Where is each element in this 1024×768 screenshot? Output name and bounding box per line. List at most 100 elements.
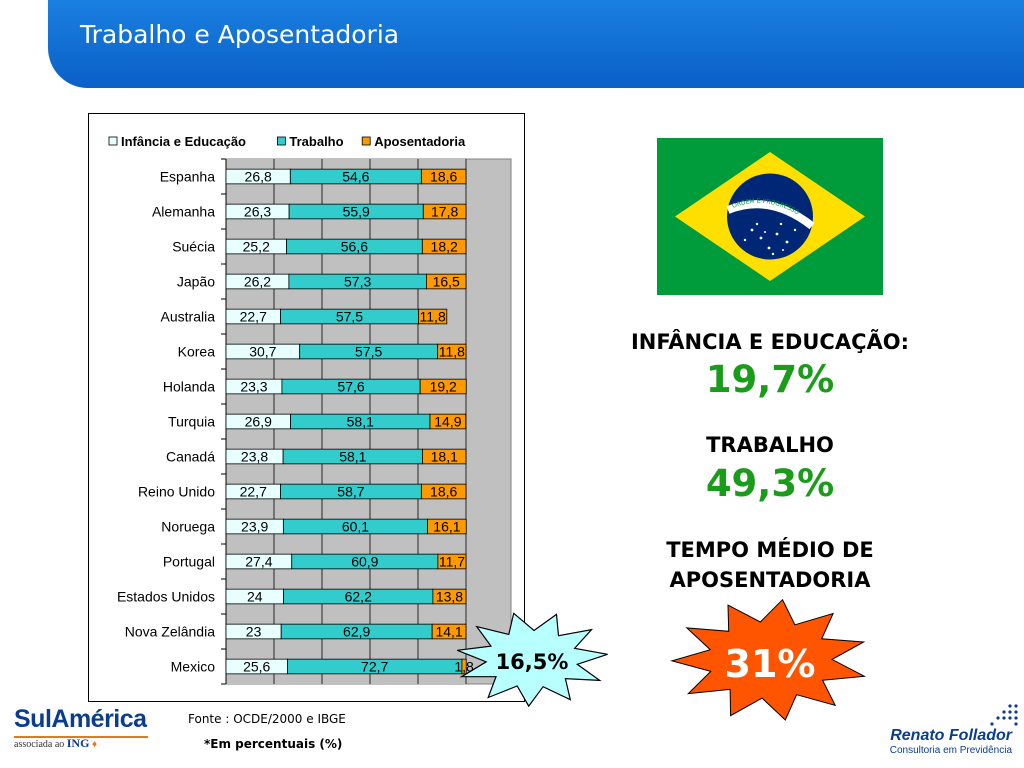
ing-label: ING [66,736,90,750]
category-label: Australia [161,309,216,325]
data-label: 24 [247,589,263,605]
infancia-label: INFÂNCIA E EDUCAÇÃO: [630,330,909,354]
category-label: Japão [177,274,215,290]
data-label: 16,1 [433,519,460,535]
legend-swatch [361,136,371,146]
data-label: 26,9 [245,414,272,430]
infancia-value: 19,7% [705,358,835,401]
data-label: 18,6 [430,169,457,185]
data-label: 62,2 [345,589,372,605]
bar-segment [425,273,467,290]
data-label: 1,8 [454,659,474,675]
data-label: 11,8 [439,344,465,360]
sulamerica-sub-text: associada ao [14,739,65,750]
data-label: 16,5 [433,274,460,290]
data-label: 25,6 [243,659,270,675]
data-label: 17,8 [431,204,458,220]
data-label: 13,8 [436,589,463,605]
lion-icon: ♦ [91,739,98,750]
bar-segment [427,518,467,535]
data-label: 11,7 [439,554,465,570]
data-label: 26,3 [244,204,271,220]
legend-swatch [108,136,118,146]
category-label: Suécia [172,239,215,255]
sulamerica-underline [14,736,148,738]
category-label: Nova Zelândia [125,624,215,640]
data-label: 18,2 [431,239,458,255]
renato-name: Renato Follador [890,727,1012,744]
category-label: Alemanha [152,204,215,220]
page-title: Trabalho e Aposentadoria [80,20,400,49]
chart-frame: Infância e Educação Trabalho Aposentadoria… [88,113,525,702]
category-label: Noruega [161,519,215,535]
data-label: 14,1 [435,624,462,640]
data-label: 57,5 [355,344,382,360]
category-label: Canadá [166,449,215,465]
category-label: Korea [178,344,216,360]
bar-segment [437,343,467,360]
data-label: 22,7 [240,309,267,325]
data-label: 54,6 [342,169,369,185]
bar-segment [419,378,467,395]
source-value: OCDE/2000 e IBGE [233,712,346,726]
data-label: 26,2 [244,274,271,290]
data-label: 62,9 [343,624,370,640]
data-label: 23 [246,624,262,640]
data-label: 14,9 [434,414,461,430]
sulamerica-name: SulAmérica [14,705,147,733]
brazil-flag: ORDEM E PROGRESSO [657,138,883,295]
data-label: 11,8 [420,309,446,325]
data-label: 26,8 [245,169,272,185]
data-label: 19,2 [430,379,457,395]
legend-label: Trabalho [289,134,343,149]
category-label: Espanha [160,169,215,185]
category-label: Turquia [168,414,215,430]
data-label: 57,3 [344,274,371,290]
data-label: 23,3 [240,379,267,395]
burst-165-starburst: 16,5% [457,612,608,708]
stacked-bar-chart: Infância e Educação Trabalho Aposentadoria… [108,134,512,685]
aposentadoria-value: 31% [725,642,816,686]
data-label: 23,9 [241,519,268,535]
header-banner [48,0,1024,88]
source-label: Fonte : [188,712,230,726]
aposentadoria-starburst: 31% [670,598,867,721]
tempo-label-line1: TEMPO MÉDIO DE [666,538,874,562]
legend-label: Infância e Educação [121,134,246,149]
data-label: 18,1 [431,449,458,465]
data-label: 22,7 [240,484,267,500]
data-label: 25,2 [243,239,270,255]
data-label: 55,9 [343,204,370,220]
legend-label: Aposentadoria [374,134,466,149]
category-label: Holanda [163,379,215,395]
data-label: 57,6 [337,379,364,395]
category-label: Reino Unido [138,484,215,500]
bar-segment [421,238,467,255]
data-label: 57,5 [336,309,363,325]
data-label: 60,1 [342,519,369,535]
bar-segment [431,623,467,640]
data-label: 56,6 [341,239,368,255]
data-label: 60,9 [351,554,378,570]
legend-swatch [276,136,286,146]
data-label: 58,7 [337,484,364,500]
bar-segment [429,413,467,430]
sulamerica-logo: SulAmérica associada ao ING ♦ [14,705,148,751]
bar-segment [422,203,467,220]
data-label: 30,7 [249,344,276,360]
data-label: 58,1 [347,414,374,430]
renato-dots-icon [990,704,1018,726]
data-label: 58,1 [339,449,366,465]
sulamerica-sub: associada ao ING ♦ [14,736,147,751]
source-note: Fonte : OCDE/2000 e IBGE [188,712,346,726]
trabalho-label: TRABALHO [706,433,834,457]
data-label: 72,7 [361,659,388,675]
renato-logo: Renato Follador Consultoria em Previdênc… [872,727,1012,756]
bar-segment [461,658,467,675]
renato-sub: Consultoria em Previdência [889,745,1012,756]
category-label: Portugal [163,554,215,570]
category-label: Mexico [171,659,216,675]
tempo-label-line2: APOSENTADORIA [669,568,871,592]
bar-segment [418,308,448,325]
percent-note: *Em percentuais (%) [204,737,343,751]
